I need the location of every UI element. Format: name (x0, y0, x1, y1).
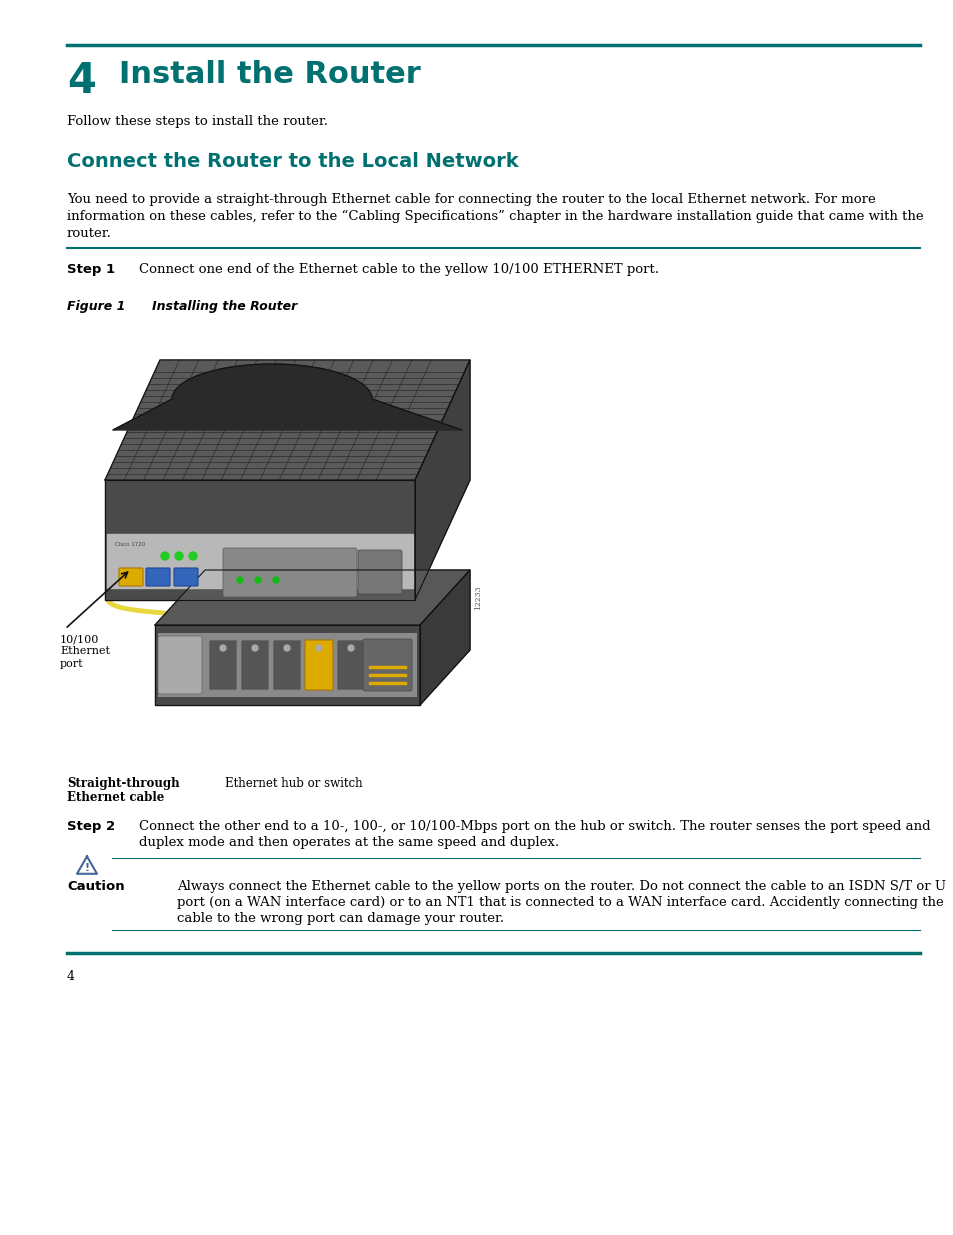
FancyBboxPatch shape (158, 636, 202, 694)
Bar (158, 634, 416, 697)
Polygon shape (105, 359, 470, 480)
Text: Caution: Caution (67, 881, 125, 893)
Polygon shape (105, 480, 415, 600)
Circle shape (220, 645, 226, 651)
Text: information on these cables, refer to the “Cabling Specifications” chapter in th: information on these cables, refer to th… (67, 210, 923, 224)
Text: Always connect the Ethernet cable to the yellow ports on the router. Do not conn: Always connect the Ethernet cable to the… (177, 881, 945, 893)
FancyBboxPatch shape (305, 640, 333, 690)
Circle shape (348, 645, 354, 651)
Text: Connect the other end to a 10-, 100-, or 10/100-Mbps port on the hub or switch. : Connect the other end to a 10-, 100-, or… (139, 820, 929, 832)
Text: duplex mode and then operates at the same speed and duplex.: duplex mode and then operates at the sam… (139, 836, 558, 848)
Text: Install the Router: Install the Router (119, 61, 420, 89)
Text: Cisco 1720: Cisco 1720 (115, 542, 145, 547)
Polygon shape (154, 625, 419, 705)
Text: Follow these steps to install the router.: Follow these steps to install the router… (67, 115, 328, 128)
Circle shape (236, 577, 243, 583)
Polygon shape (415, 359, 470, 600)
Circle shape (254, 577, 261, 583)
Text: Step 2: Step 2 (67, 820, 115, 832)
FancyBboxPatch shape (173, 568, 198, 585)
FancyBboxPatch shape (305, 640, 333, 690)
Circle shape (174, 552, 183, 559)
Text: Step 1: Step 1 (67, 263, 115, 275)
Text: 10/100
Ethernet
port: 10/100 Ethernet port (60, 634, 110, 669)
FancyBboxPatch shape (209, 640, 236, 690)
Circle shape (315, 645, 322, 651)
Text: Straight-through: Straight-through (67, 777, 179, 790)
Text: Figure 1: Figure 1 (67, 300, 125, 312)
Text: router.: router. (67, 227, 112, 240)
FancyBboxPatch shape (273, 640, 301, 690)
Text: 4: 4 (67, 969, 75, 983)
Text: cable to the wrong port can damage your router.: cable to the wrong port can damage your … (177, 911, 503, 925)
Circle shape (273, 577, 278, 583)
Circle shape (161, 552, 169, 559)
Circle shape (189, 552, 196, 559)
FancyBboxPatch shape (241, 640, 269, 690)
Polygon shape (107, 534, 413, 588)
Text: port (on a WAN interface card) or to an NT1 that is connected to a WAN interface: port (on a WAN interface card) or to an … (177, 897, 943, 909)
FancyBboxPatch shape (336, 640, 365, 690)
Text: Installing the Router: Installing the Router (152, 300, 297, 312)
FancyBboxPatch shape (119, 568, 143, 585)
Circle shape (252, 645, 257, 651)
Text: Ethernet hub or switch: Ethernet hub or switch (225, 777, 362, 790)
Text: 12233: 12233 (474, 585, 481, 610)
Text: You need to provide a straight-through Ethernet cable for connecting the router : You need to provide a straight-through E… (67, 193, 875, 206)
Polygon shape (154, 571, 470, 625)
FancyBboxPatch shape (357, 550, 401, 594)
Polygon shape (112, 364, 461, 430)
Text: !: ! (85, 863, 90, 873)
Polygon shape (419, 571, 470, 705)
Text: Connect one end of the Ethernet cable to the yellow 10/100 ETHERNET port.: Connect one end of the Ethernet cable to… (139, 263, 659, 275)
FancyBboxPatch shape (363, 638, 412, 692)
Text: 4: 4 (67, 61, 95, 103)
Text: Ethernet cable: Ethernet cable (67, 790, 164, 804)
FancyBboxPatch shape (223, 548, 356, 597)
Text: Connect the Router to the Local Network: Connect the Router to the Local Network (67, 152, 518, 170)
FancyBboxPatch shape (146, 568, 170, 585)
Circle shape (284, 645, 290, 651)
